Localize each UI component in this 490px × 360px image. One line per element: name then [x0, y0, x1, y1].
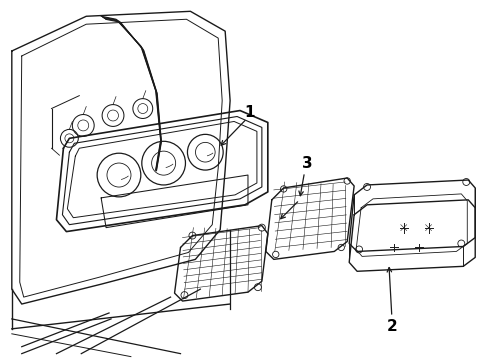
Text: 2: 2	[387, 319, 397, 334]
Text: 3: 3	[302, 156, 313, 171]
Text: 1: 1	[245, 105, 255, 120]
